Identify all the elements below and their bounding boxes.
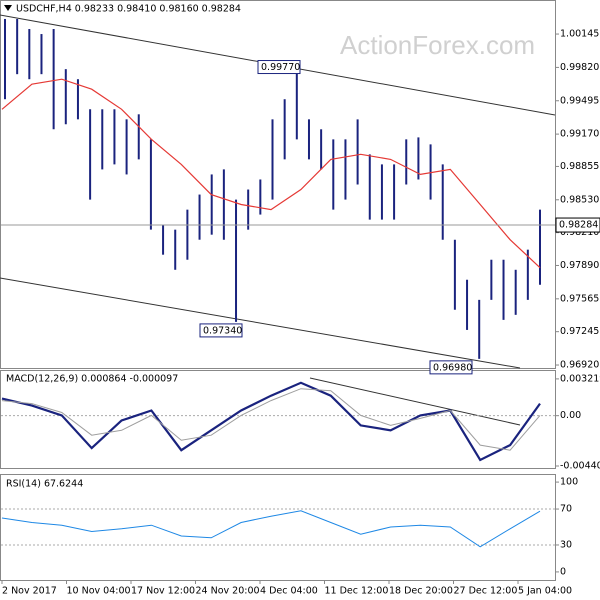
menu-arrow: [4, 5, 12, 11]
annotation-box: [199, 323, 243, 338]
rsi-title: RSI(14) 67.6244: [6, 479, 83, 490]
y-tick-label: 0.99170: [560, 129, 599, 140]
y-tick-label: 0.003219: [560, 373, 600, 384]
chart-title: USDCHF,H4 0.98233 0.98410 0.98160 0.9828…: [16, 4, 241, 15]
y-tick-label: 70: [560, 504, 572, 515]
rsi-frame: [0, 474, 556, 581]
annotation-box: [429, 360, 473, 375]
x-tick-label: 17 Nov 12:00: [131, 586, 195, 597]
x-tick-label: 11 Dec 12:00: [325, 586, 389, 597]
y-tick-label: 0.98530: [560, 194, 599, 205]
y-tick-label: 0.97890: [560, 260, 599, 271]
x-tick-label: 2 Nov 2017: [2, 586, 57, 597]
y-tick-label: 0.97565: [560, 293, 599, 304]
price-frame: [0, 0, 556, 369]
annotation-label: 0.97340: [203, 325, 242, 336]
y-tick-label: -0.004406: [560, 461, 600, 472]
y-tick-label: 30: [560, 539, 572, 550]
macd-frame: [0, 370, 556, 469]
annotation-label: 0.99770: [261, 62, 300, 73]
indicator-line: [1, 510, 541, 548]
y-tick-label: 0.00: [560, 410, 581, 421]
y-tick-label: 0.99820: [560, 62, 599, 73]
y-tick-label: 0.97245: [560, 326, 599, 337]
annotation-label: 0.96980: [433, 362, 472, 373]
x-tick-label: 5 Jan 04:00: [518, 586, 572, 597]
x-tick-label: 27 Dec 12:00: [454, 586, 518, 597]
x-tick-label: 18 Dec 20:00: [389, 586, 453, 597]
watermark: ActionForex.com: [340, 30, 535, 60]
last-price-box: [555, 217, 600, 233]
x-tick-label: 10 Nov 04:00: [67, 586, 131, 597]
macd-title: MACD(12,26,9) 0.000864 -0.000097: [6, 374, 178, 385]
moving-average: [1, 78, 541, 269]
y-tick-label: 0: [560, 566, 566, 577]
indicator-line: [1, 388, 541, 451]
y-tick-label: 0.96920: [560, 360, 599, 371]
y-tick-label: 0.98855: [560, 161, 599, 172]
y-tick-label: 0.99495: [560, 95, 599, 106]
channel-line: [0, 277, 521, 369]
y-tick-label: 1.00145: [560, 29, 599, 40]
y-tick-label: 0.98210: [560, 227, 599, 238]
trend-line: [309, 377, 521, 426]
annotation-box: [257, 60, 301, 75]
y-tick-label: 100: [560, 477, 578, 488]
x-tick-label: 4 Dec 04:00: [260, 586, 318, 597]
last-price-label: 0.98284: [559, 220, 598, 231]
x-tick-label: 24 Nov 20:00: [196, 586, 260, 597]
